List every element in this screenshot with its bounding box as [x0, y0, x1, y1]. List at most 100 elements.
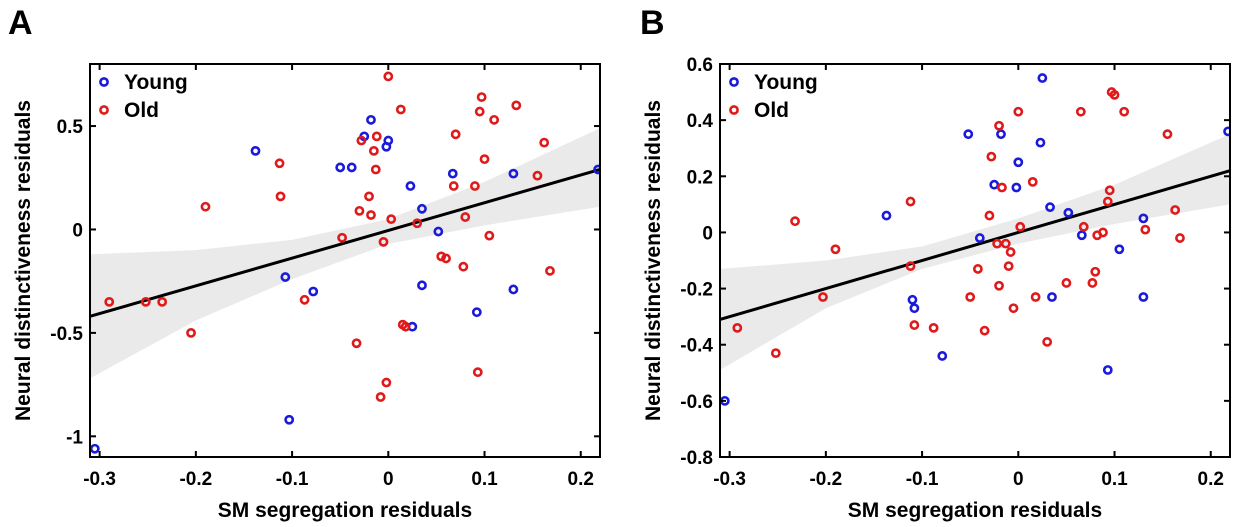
x-tick-label: -0.2	[809, 469, 842, 490]
data-point-old	[992, 238, 1003, 249]
confidence-band	[720, 134, 1230, 370]
data-point-old	[364, 191, 374, 202]
y-tick-label: 0.6	[687, 55, 713, 76]
data-point-old	[1078, 221, 1089, 232]
data-point-old	[470, 181, 480, 191]
legend-marker-old	[99, 105, 109, 115]
x-tick-label: 0.2	[1198, 469, 1224, 490]
data-point-old	[489, 114, 500, 125]
x-tick-label: 0.1	[471, 469, 498, 490]
data-point-old	[1008, 303, 1019, 314]
data-point-old	[979, 325, 990, 336]
y-tick-label: -0.6	[680, 392, 713, 413]
data-point-young	[963, 129, 974, 140]
axes-box	[89, 63, 601, 458]
y-tick-label: 0.5	[57, 117, 84, 138]
data-point-old	[830, 244, 841, 255]
data-point-young	[1013, 157, 1024, 168]
data-point-young	[909, 303, 920, 314]
data-point-old	[104, 296, 115, 307]
y-tick-label: -0.8	[680, 448, 713, 469]
data-point-young	[508, 168, 519, 179]
data-point-old	[356, 135, 367, 146]
confidence-band	[90, 128, 600, 379]
y-tick-label: -0.5	[50, 324, 83, 345]
data-point-young	[974, 233, 985, 243]
data-point-young	[593, 164, 600, 175]
y-tick-label: -1	[66, 427, 83, 448]
data-point-old	[994, 120, 1004, 131]
data-point-old	[1027, 176, 1038, 187]
data-point-old	[905, 196, 916, 207]
x-tick-label: 0	[383, 469, 394, 490]
data-point-young	[1138, 213, 1149, 224]
data-point-old	[1162, 129, 1173, 140]
data-point-old	[1015, 221, 1026, 232]
data-point-young	[417, 203, 427, 214]
data-point-old	[1030, 292, 1041, 302]
data-point-young	[937, 351, 948, 361]
x-axis-title: SM segregation residuals	[218, 499, 472, 522]
regression-line	[720, 169, 1230, 321]
data-point-young	[881, 210, 892, 221]
data-point-young	[1223, 126, 1230, 137]
plot-panel-b: -0.3 -0.2 -0.1 0 0.1 0.2 -0.8 -0.6 -0.4 -0.2 0 0.2 0…	[642, 55, 1231, 522]
data-point-young	[346, 162, 357, 173]
data-point-old	[381, 377, 392, 388]
data-point-old	[539, 137, 550, 148]
data-point-old	[1003, 261, 1014, 272]
data-point-old	[1119, 106, 1130, 117]
data-point-old	[1013, 106, 1024, 117]
data-point-young	[250, 145, 261, 156]
data-point-old	[1102, 196, 1113, 207]
data-point-old	[732, 322, 743, 333]
panel-label-a: A	[8, 4, 33, 42]
data-point-old	[818, 292, 828, 302]
data-point-old	[965, 292, 976, 302]
data-point-old	[1090, 266, 1101, 277]
data-point-young	[308, 286, 319, 297]
data-point-old	[1175, 233, 1185, 243]
data-point-young	[1011, 182, 1022, 193]
data-point-young	[1037, 73, 1048, 83]
data-point-old	[1061, 278, 1072, 288]
data-point-old	[790, 216, 800, 227]
data-point-young	[907, 294, 918, 305]
data-point-young	[996, 129, 1006, 140]
data-point-young	[1076, 230, 1087, 241]
legend-label-old: Old	[124, 99, 159, 122]
data-point-young	[433, 226, 444, 237]
y-axis-title: Neural distinctiveness residuals	[12, 100, 35, 421]
x-tick-label: 0.1	[1101, 469, 1128, 490]
data-point-old	[368, 145, 379, 156]
data-point-old	[450, 129, 461, 140]
data-point-old	[337, 232, 348, 243]
data-point-young	[366, 114, 376, 125]
data-point-old	[472, 367, 483, 378]
data-point-young	[417, 280, 427, 291]
data-point-old	[476, 92, 487, 102]
data-point-old	[1140, 224, 1151, 235]
data-point-young	[383, 135, 394, 146]
data-point-young	[1035, 137, 1046, 148]
data-point-old	[383, 71, 394, 82]
data-point-old	[157, 296, 168, 307]
data-point-old	[275, 191, 286, 202]
x-tick-label: -0.2	[179, 469, 212, 490]
legend: Young Old	[729, 71, 818, 122]
data-point-old	[1005, 247, 1016, 257]
data-point-old	[474, 106, 485, 117]
data-point-old	[984, 210, 995, 221]
legend-label-young: Young	[124, 71, 188, 94]
legend: Young Old	[99, 71, 188, 122]
data-point-old	[274, 158, 285, 169]
data-point-old	[1098, 227, 1108, 238]
data-point-young	[989, 179, 1000, 190]
y-tick-label: -0.4	[680, 336, 713, 357]
data-point-old	[378, 236, 389, 247]
x-tick-label: 0	[1013, 469, 1024, 490]
data-point-young	[284, 414, 295, 425]
data-point-old	[928, 322, 939, 333]
panel-label-b: B	[640, 4, 665, 42]
x-axis-title: SM segregation residuals	[848, 499, 1102, 522]
